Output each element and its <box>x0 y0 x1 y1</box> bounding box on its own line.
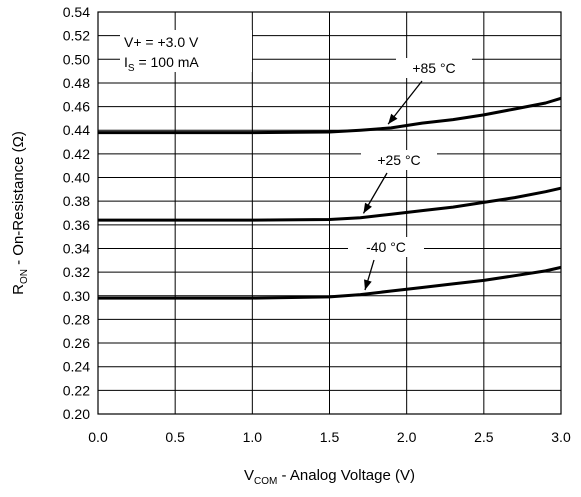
y-tick-label: 0.36 <box>63 217 90 233</box>
x-tick-label: 0.0 <box>88 429 108 445</box>
x-tick-label: 1.5 <box>320 429 340 445</box>
series-label: -40 °C <box>366 239 406 255</box>
x-tick-label: 2.5 <box>474 429 494 445</box>
y-tick-label: 0.38 <box>63 193 90 209</box>
x-tick-label: 1.0 <box>243 429 263 445</box>
series-label: +85 °C <box>412 60 455 76</box>
y-tick-label: 0.26 <box>63 335 90 351</box>
x-tick-labels: 0.0 0.5 1.0 1.5 2.0 2.5 3.0 <box>88 429 571 445</box>
y-tick-label: 0.30 <box>63 288 90 304</box>
series-label: +25 °C <box>377 152 420 168</box>
x-tick-label: 3.0 <box>551 429 571 445</box>
series-annotations: +85 °C +25 °C -40 °C <box>348 58 472 290</box>
annotation-arrowhead <box>364 279 372 290</box>
y-tick-label: 0.52 <box>63 28 90 44</box>
y-tick-label: 0.54 <box>63 4 90 20</box>
y-tick-label: 0.46 <box>63 99 90 115</box>
y-tick-label: 0.42 <box>63 146 90 162</box>
x-tick-label: 2.0 <box>397 429 417 445</box>
y-tick-label: 0.22 <box>63 382 90 398</box>
y-tick-label: 0.34 <box>63 240 90 256</box>
y-tick-label: 0.20 <box>63 406 90 422</box>
y-tick-label: 0.24 <box>63 359 90 375</box>
grid <box>98 12 561 414</box>
supply-voltage-label: V+ = +3.0 V <box>124 34 199 50</box>
annotation-arrowhead <box>388 114 397 124</box>
conditions-box: V+ = +3.0 V IS = 100 mA <box>120 30 252 74</box>
x-tick-label: 0.5 <box>165 429 185 445</box>
x-axis-label: VCOM - Analog Voltage (V) <box>244 467 415 487</box>
y-tick-label: 0.32 <box>63 264 90 280</box>
y-tick-label: 0.40 <box>63 170 90 186</box>
y-tick-label: 0.50 <box>63 51 90 67</box>
y-tick-label: 0.28 <box>63 311 90 327</box>
annotation-arrowhead <box>363 203 371 214</box>
y-axis-label: RON - On-Resistance (Ω) <box>10 131 30 295</box>
y-tick-labels: 0.20 0.22 0.24 0.26 0.28 0.30 0.32 0.34 0.36 0.38… <box>63 4 90 422</box>
y-tick-label: 0.48 <box>63 75 90 91</box>
y-tick-label: 0.44 <box>63 122 90 138</box>
